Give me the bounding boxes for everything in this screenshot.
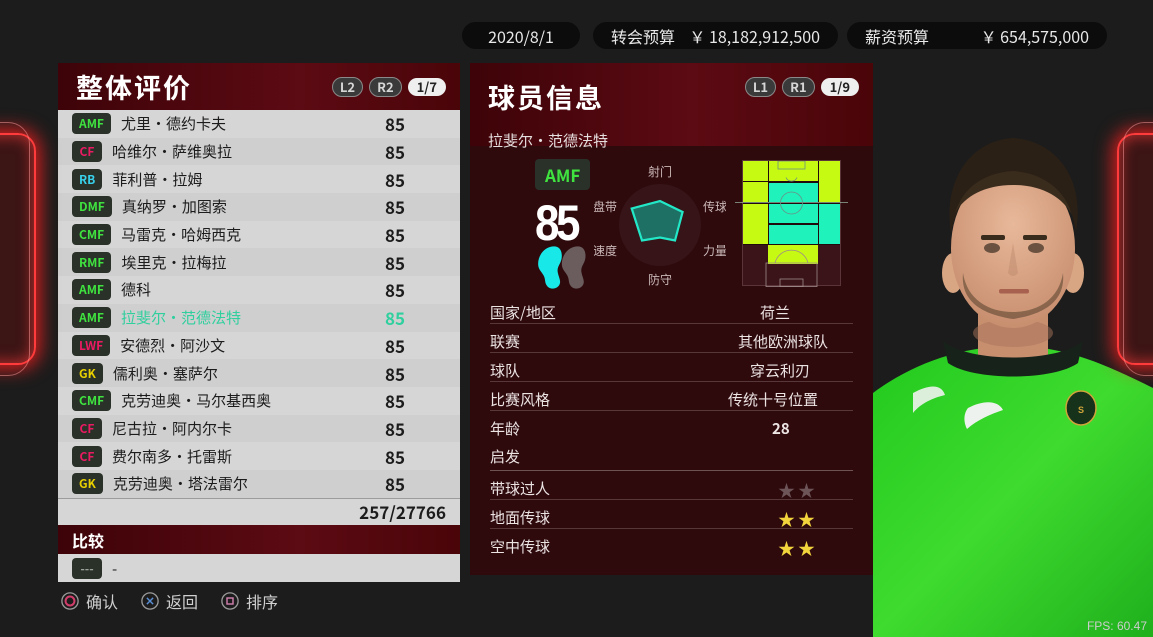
svg-text:速度: 速度 xyxy=(594,242,617,259)
svg-text:传球: 传球 xyxy=(703,198,726,215)
svg-text:盘带: 盘带 xyxy=(594,198,617,215)
svg-text:力量: 力量 xyxy=(703,242,726,259)
svg-text:防守: 防守 xyxy=(648,271,672,288)
svg-text:射门: 射门 xyxy=(648,164,672,180)
svg-text:S: S xyxy=(1078,405,1084,415)
